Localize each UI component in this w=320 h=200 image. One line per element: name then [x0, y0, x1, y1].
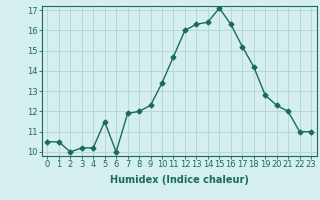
X-axis label: Humidex (Indice chaleur): Humidex (Indice chaleur)	[110, 175, 249, 185]
